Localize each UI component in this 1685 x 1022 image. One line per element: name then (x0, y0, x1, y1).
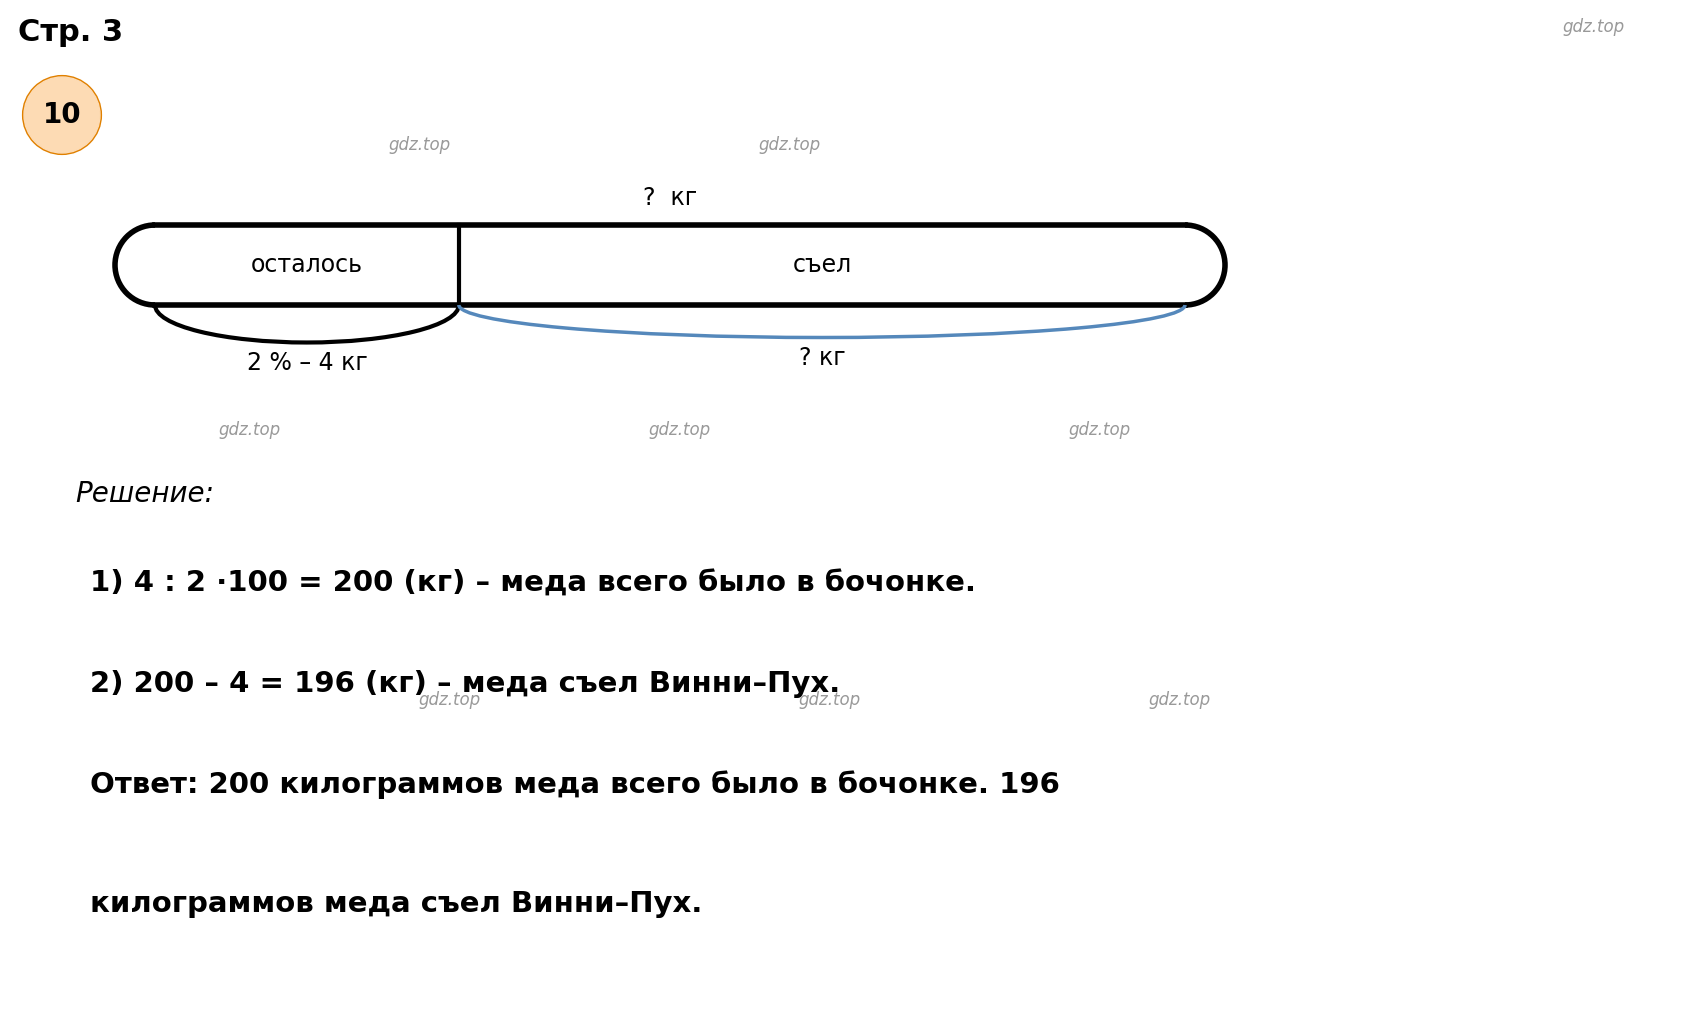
Text: ? кг: ? кг (799, 345, 846, 370)
Text: съел: съел (792, 253, 851, 277)
Text: gdz.top: gdz.top (799, 691, 861, 709)
Text: килограммов меда съел Винни–Пух.: килограммов меда съел Винни–Пух. (89, 890, 703, 918)
Text: Решение:: Решение: (76, 480, 214, 508)
Polygon shape (155, 225, 1185, 305)
Text: gdz.top: gdz.top (420, 691, 480, 709)
Text: 2) 200 – 4 = 196 (кг) – меда съел Винни–Пух.: 2) 200 – 4 = 196 (кг) – меда съел Винни–… (89, 670, 841, 698)
Text: gdz.top: gdz.top (649, 421, 711, 439)
Text: ?  кг: ? кг (644, 186, 698, 210)
Text: 2 % – 4 кг: 2 % – 4 кг (246, 351, 367, 374)
Text: gdz.top: gdz.top (1068, 421, 1131, 439)
Text: gdz.top: gdz.top (1149, 691, 1212, 709)
Text: gdz.top: gdz.top (389, 136, 452, 154)
Text: 1) 4 : 2 ·100 = 200 (кг) – меда всего было в бочонке.: 1) 4 : 2 ·100 = 200 (кг) – меда всего бы… (89, 570, 976, 598)
Text: осталось: осталось (251, 253, 362, 277)
Circle shape (24, 77, 99, 153)
Text: gdz.top: gdz.top (1564, 18, 1624, 36)
Text: Стр. 3: Стр. 3 (19, 18, 123, 47)
Text: gdz.top: gdz.top (758, 136, 821, 154)
Text: 10: 10 (42, 101, 81, 129)
Text: Ответ: 200 килограммов меда всего было в бочонке. 196: Ответ: 200 килограммов меда всего было в… (89, 770, 1060, 798)
Text: gdz.top: gdz.top (219, 421, 281, 439)
